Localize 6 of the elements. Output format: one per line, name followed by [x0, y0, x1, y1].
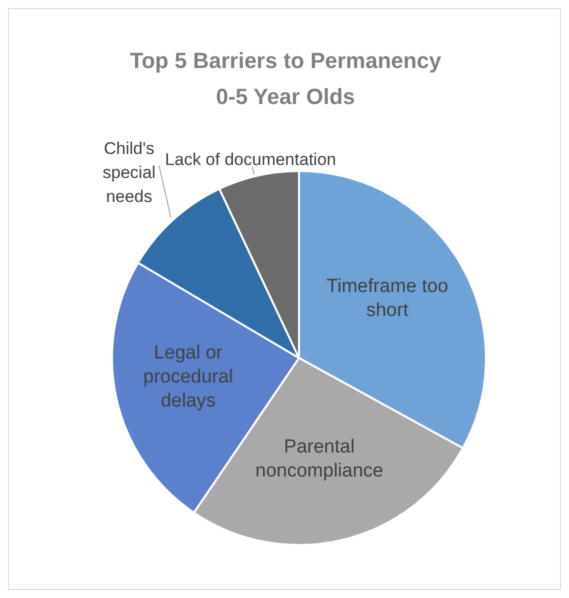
slice-label: Child's special needs: [102, 138, 156, 206]
slice-label: Timeframe too short: [326, 275, 448, 320]
slice-label: Lack of documentation: [165, 149, 336, 168]
chart-title: Top 5 Barriers to Permanency 0-5 Year Olds: [128, 47, 442, 111]
slice-label: Parental noncompliance: [255, 436, 384, 481]
slice-label: Legal or procedural delays: [143, 342, 234, 412]
